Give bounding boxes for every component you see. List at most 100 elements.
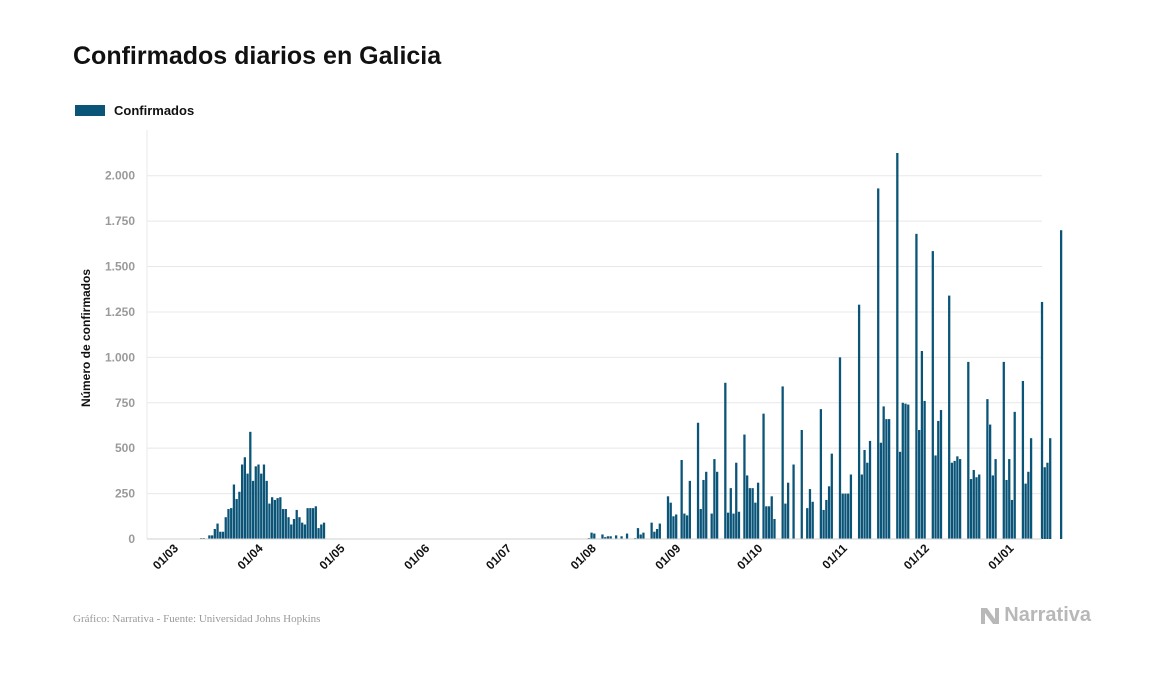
- bar: [838, 357, 842, 539]
- bar: [666, 496, 670, 539]
- y-tick-label: 750: [115, 396, 135, 410]
- bar: [986, 399, 989, 539]
- x-tick-label: 01/08: [568, 541, 599, 572]
- bar: [639, 534, 642, 539]
- bar: [1013, 411, 1016, 539]
- bar: [847, 493, 850, 539]
- bar: [705, 471, 708, 539]
- source-footer: Gráfico: Narrativa - Fuente: Universidad…: [73, 613, 321, 625]
- bar: [1049, 438, 1052, 539]
- bar: [254, 466, 257, 539]
- bar: [901, 402, 904, 539]
- bar: [620, 536, 623, 539]
- bar: [208, 535, 211, 539]
- bar: [311, 508, 315, 539]
- bar: [268, 503, 271, 539]
- bar: [773, 519, 776, 539]
- bar: [317, 528, 320, 539]
- bar: [669, 502, 672, 539]
- bar: [303, 524, 307, 539]
- bar: [1010, 499, 1014, 539]
- bar: [235, 499, 238, 539]
- bar: [658, 523, 661, 539]
- bar: [765, 506, 768, 539]
- bar: [770, 496, 773, 539]
- bar: [808, 489, 812, 539]
- bar: [844, 493, 847, 539]
- bar: [609, 536, 612, 539]
- bar: [806, 508, 809, 539]
- x-tick-label: 01/01: [985, 541, 1016, 572]
- bar: [273, 499, 277, 539]
- bar: [227, 509, 230, 539]
- x-tick-label: 01/03: [150, 541, 181, 572]
- y-tick-label: 500: [115, 441, 135, 455]
- bar: [956, 456, 959, 539]
- bar: [958, 459, 962, 539]
- bar: [792, 464, 795, 539]
- bar: [1024, 483, 1027, 539]
- bar: [696, 422, 700, 539]
- bar: [748, 488, 752, 539]
- bar: [896, 153, 899, 539]
- bar: [994, 459, 997, 539]
- x-axis-ticks: 01/03 01/04 01/05 01/06 01/07 01/08 01/09 01/10…: [150, 541, 1017, 572]
- bar: [688, 480, 691, 539]
- legend-swatch: [75, 105, 105, 116]
- bar: [948, 295, 951, 539]
- bar: [724, 382, 727, 539]
- bar: [991, 475, 995, 539]
- bar: [737, 511, 741, 539]
- bar: [276, 498, 279, 539]
- bar: [841, 493, 844, 539]
- bar: [601, 534, 604, 539]
- bar: [232, 484, 236, 539]
- bar: [262, 464, 266, 539]
- bar: [863, 449, 866, 539]
- bar: [898, 451, 902, 539]
- bar: [642, 532, 645, 539]
- bar: [716, 471, 719, 539]
- bar: [680, 459, 683, 539]
- bar: [295, 509, 298, 539]
- bar: [1005, 479, 1008, 539]
- bar: [672, 516, 675, 539]
- bar: [877, 188, 880, 540]
- bar: [937, 420, 940, 539]
- y-tick-label: 1.500: [105, 260, 135, 274]
- bar: [298, 517, 301, 539]
- bar: [604, 537, 607, 539]
- bar: [1008, 459, 1011, 539]
- bar: [879, 442, 883, 539]
- bar: [284, 509, 287, 539]
- bar: [811, 501, 814, 539]
- y-tick-label: 1.000: [105, 350, 135, 364]
- bar: [685, 515, 689, 539]
- bar: [882, 406, 885, 539]
- bar: [281, 509, 285, 539]
- bar: [251, 480, 255, 539]
- bar: [732, 513, 735, 539]
- bar: [860, 474, 863, 539]
- bar: [762, 413, 765, 539]
- bar: [989, 424, 992, 539]
- bar: [729, 488, 732, 539]
- bar: [887, 419, 891, 539]
- bar: [904, 403, 907, 539]
- bar: [257, 464, 260, 539]
- y-tick-label: 1.750: [105, 214, 135, 228]
- bar: [625, 533, 629, 539]
- bar: [781, 386, 784, 539]
- bar: [849, 474, 853, 539]
- bar: [246, 473, 249, 539]
- bar: [314, 506, 317, 539]
- bars: [200, 153, 1063, 540]
- y-tick-label: 0: [128, 532, 135, 546]
- x-tick-label: 01/09: [652, 541, 683, 572]
- bar: [885, 419, 888, 539]
- bar: [249, 431, 252, 539]
- bar: [868, 440, 872, 539]
- bar: [710, 513, 713, 539]
- bar: [746, 475, 749, 539]
